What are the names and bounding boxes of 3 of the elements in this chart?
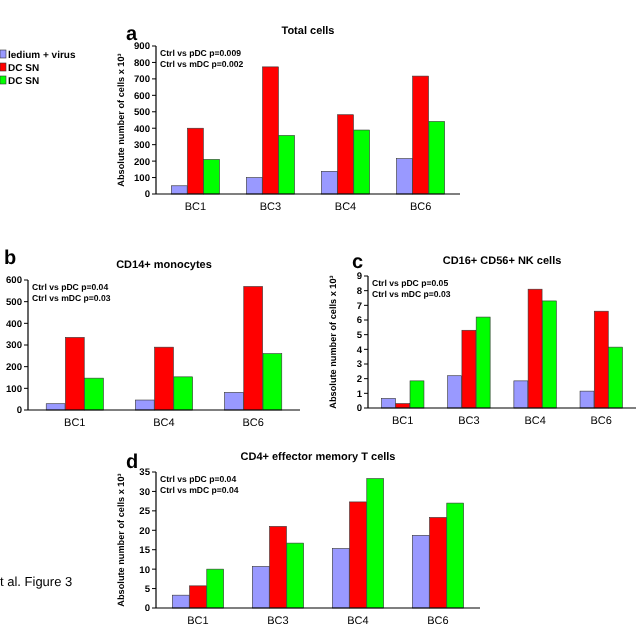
- text: b: [4, 248, 17, 270]
- text: c: [352, 252, 364, 274]
- text: d: [126, 452, 139, 474]
